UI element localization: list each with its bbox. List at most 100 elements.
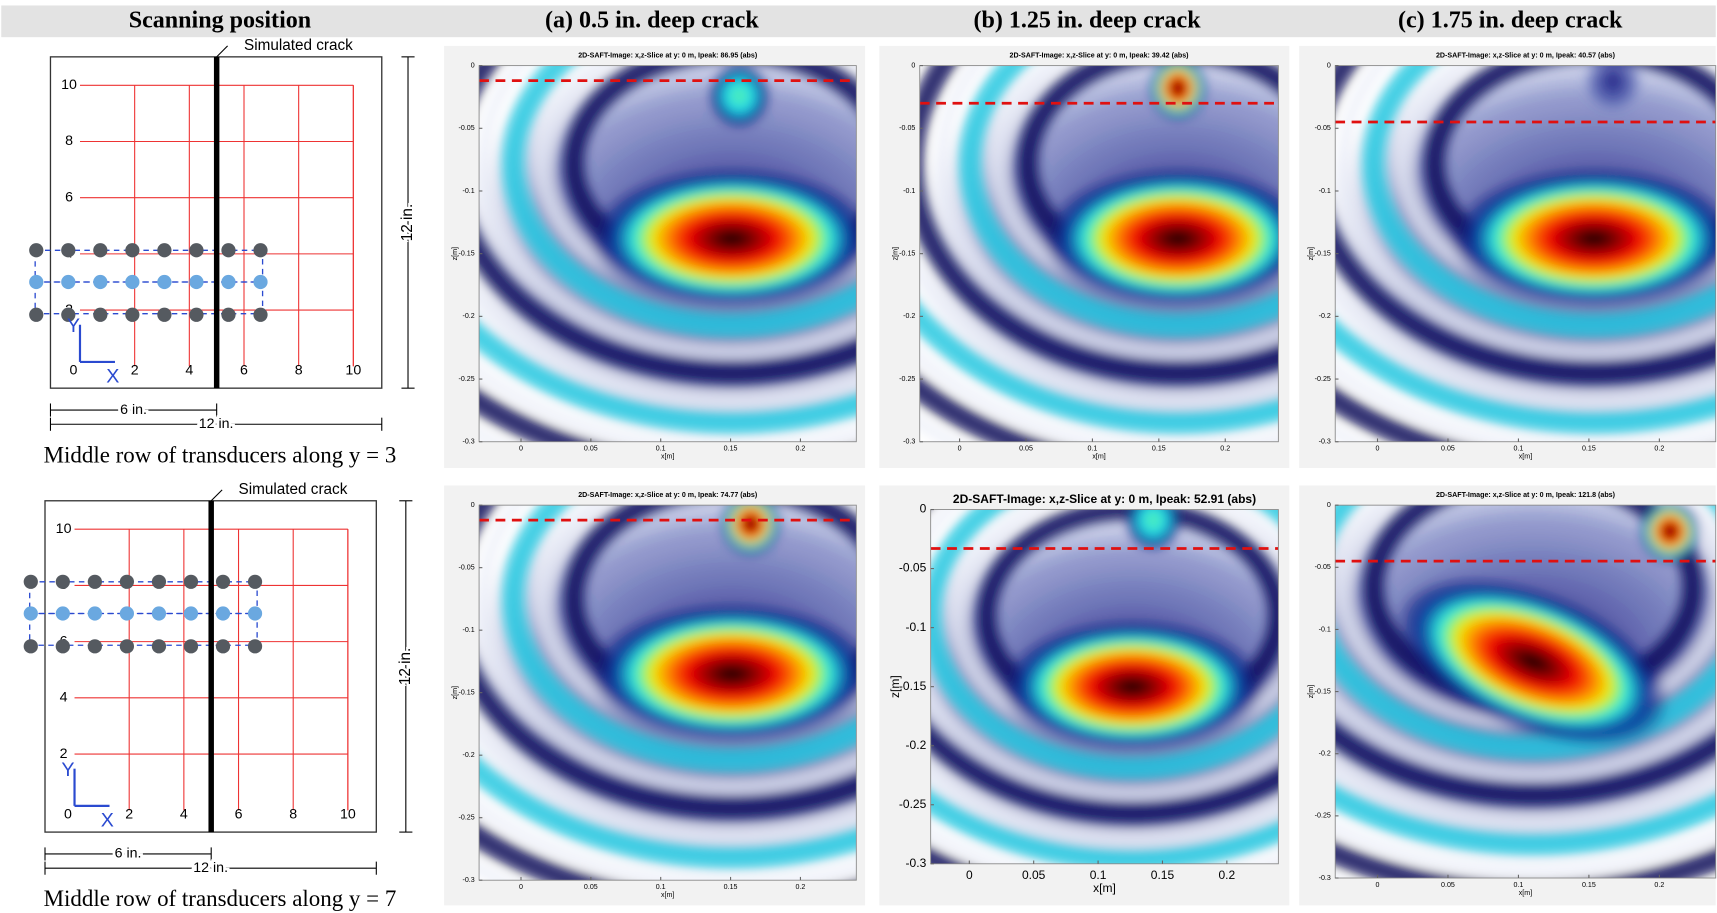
transducer xyxy=(189,274,204,290)
y-axis-label: z[m] xyxy=(1307,247,1315,260)
saft-image xyxy=(479,65,857,442)
y-tick-label: 0 xyxy=(1327,501,1331,509)
y-axis-label: z[m] xyxy=(451,247,459,260)
wave-arc xyxy=(1335,721,1716,808)
row-caption: Middle row of transducers along y = 3 xyxy=(44,442,397,467)
transducer xyxy=(23,574,38,589)
main-echo xyxy=(1396,576,1670,747)
wave-arc xyxy=(930,723,1279,825)
transducer xyxy=(61,243,76,258)
main-echo xyxy=(1000,619,1265,754)
transducer xyxy=(93,274,108,290)
transducer xyxy=(119,606,135,621)
crack-echo xyxy=(1149,65,1207,121)
image-content xyxy=(1335,65,1716,442)
transducer xyxy=(157,274,172,290)
transducer xyxy=(55,574,70,589)
grid-x-label: 8 xyxy=(289,806,297,822)
y-tick-label: -0.05 xyxy=(459,124,475,132)
transducer-row-box xyxy=(29,612,258,646)
grid-x-label: 2 xyxy=(125,806,133,822)
header-band xyxy=(1,5,1716,38)
x-axis-label: x[m] xyxy=(1093,881,1116,895)
x-tick-label: 0.05 xyxy=(1441,445,1455,453)
height-dimension: 12 in. xyxy=(397,648,414,685)
y-tick-label: -0.2 xyxy=(1319,312,1331,320)
crack-echo xyxy=(720,505,781,556)
y-tick-label: -0.1 xyxy=(906,620,927,634)
y-tick-label: -0.15 xyxy=(459,689,475,697)
wave-light xyxy=(479,728,857,840)
transducer xyxy=(247,639,263,654)
y-tick-label: -0.05 xyxy=(459,564,475,572)
x-tick-label: 0 xyxy=(966,868,973,882)
wave-arc xyxy=(919,302,1279,435)
x-tick-label: 0.2 xyxy=(1220,445,1230,453)
wave-arc xyxy=(1335,65,1716,386)
x-tick-label: 0 xyxy=(1376,445,1380,453)
transducer xyxy=(151,606,167,621)
grid-y-label: 10 xyxy=(56,521,72,537)
x-tick-label: 0.1 xyxy=(656,445,666,453)
y-tick-label: -0.25 xyxy=(459,375,475,383)
grid-y-label: 8 xyxy=(65,133,73,149)
x-tick-label: 0.1 xyxy=(1513,445,1523,453)
wave-light xyxy=(1338,65,1716,357)
image-title: 2D-SAFT-Image: x,z-Slice at y: 0 m, Ipea… xyxy=(578,52,758,60)
transducer xyxy=(61,274,76,290)
transducer xyxy=(119,639,135,654)
transducer xyxy=(87,639,102,654)
image-title: 2D-SAFT-Image: x,z-Slice at y: 0 m, Ipea… xyxy=(953,492,1256,506)
y-axis-label: z[m] xyxy=(451,686,459,699)
transducer xyxy=(157,307,172,322)
grid-y-label: 10 xyxy=(61,77,77,93)
wave-light xyxy=(919,268,1279,405)
x-tick-label: 0.2 xyxy=(795,883,805,891)
y-tick-label: -0.1 xyxy=(903,187,915,195)
transducer xyxy=(55,606,70,621)
wave-arc xyxy=(479,505,857,821)
image-title: 2D-SAFT-Image: x,z-Slice at y: 0 m, Ipea… xyxy=(1436,491,1616,499)
y-axis-label: z[m] xyxy=(1307,685,1315,698)
transducer-row-box xyxy=(34,249,264,283)
wave-arc xyxy=(479,756,857,869)
transducer xyxy=(215,606,231,621)
transducer xyxy=(93,243,108,258)
crack-label: Simulated crack xyxy=(244,37,353,54)
y-tick-label: 0 xyxy=(911,61,915,69)
y-tick-label: -0.15 xyxy=(899,250,915,258)
image-title: 2D-SAFT-Image: x,z-Slice at y: 0 m, Ipea… xyxy=(1436,52,1616,60)
y-tick-label: 0 xyxy=(471,501,475,509)
wave-arc xyxy=(501,65,857,337)
transducer xyxy=(253,243,268,258)
transducer xyxy=(247,606,263,621)
grid-x-label: 10 xyxy=(340,806,356,822)
x-tick-label: 0.1 xyxy=(1513,881,1523,889)
y-tick-label: -0.25 xyxy=(1315,375,1331,383)
crack-echo xyxy=(1125,509,1182,551)
x-tick-label: 0 xyxy=(519,445,523,453)
grid-y-label: 6 xyxy=(65,189,73,205)
main-echo xyxy=(588,167,857,311)
wave-light xyxy=(930,767,1279,844)
x-tick-label: 0.05 xyxy=(584,445,598,453)
transducer xyxy=(253,307,268,322)
wave-arc xyxy=(479,321,857,435)
transducer xyxy=(55,639,70,654)
transducer-row-box xyxy=(34,281,264,315)
y-axis-letter: Y xyxy=(67,315,80,337)
x-tick-label: 0.15 xyxy=(724,883,738,891)
wave-light xyxy=(936,65,1279,357)
x-tick-label: 0 xyxy=(519,883,523,891)
y-tick-label: -0.1 xyxy=(1319,625,1331,633)
y-tick-label: -0.2 xyxy=(903,312,915,320)
transducer xyxy=(183,606,199,621)
transducer xyxy=(87,574,102,589)
transducer xyxy=(253,274,268,290)
column-header: Scanning position xyxy=(129,7,312,33)
saft-image xyxy=(479,505,857,881)
grid-x-label: 4 xyxy=(180,806,188,822)
transducer xyxy=(119,574,135,589)
y-tick-label: -0.3 xyxy=(1319,874,1331,882)
y-tick-label: 0 xyxy=(1327,61,1331,69)
